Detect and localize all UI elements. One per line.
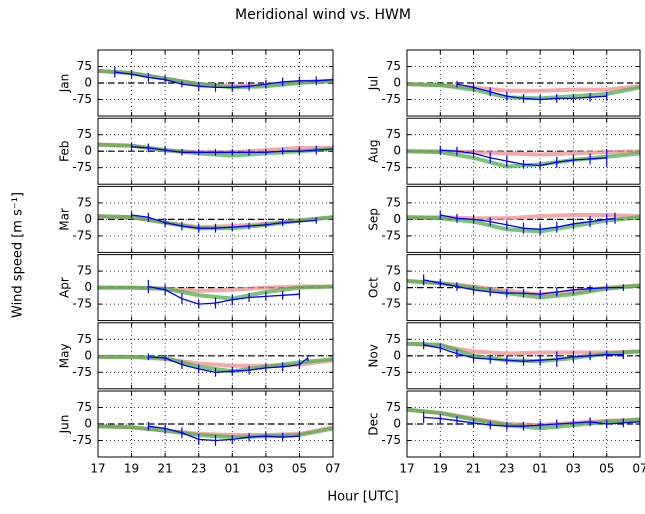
- x-tick-label: 03: [566, 462, 581, 476]
- y-tick-label: -75: [381, 160, 401, 174]
- panel-label: Sep: [367, 208, 381, 231]
- y-tick-label: 0: [84, 417, 92, 431]
- panel-label: Apr: [58, 277, 72, 298]
- y-tick-label: 0: [84, 280, 92, 294]
- y-tick-label: -75: [72, 433, 92, 447]
- y-tick-label: 75: [386, 400, 401, 414]
- x-tick-label: 07: [325, 462, 340, 476]
- y-tick-label: -75: [72, 297, 92, 311]
- y-axis-label: Wind speed [m s⁻¹]: [11, 192, 26, 318]
- y-tick-label: 0: [393, 417, 401, 431]
- y-tick-label: 75: [386, 127, 401, 141]
- y-tick-label: -75: [381, 92, 401, 106]
- y-tick-label: 0: [84, 144, 92, 158]
- y-tick-label: 0: [393, 76, 401, 90]
- y-tick-label: 0: [393, 212, 401, 226]
- panel-label: Dec: [367, 412, 381, 435]
- x-tick-label: 17: [90, 462, 105, 476]
- panel-label: Feb: [58, 141, 72, 162]
- panel-label: Jul: [367, 76, 381, 91]
- x-tick-label: 07: [632, 462, 645, 476]
- y-tick-label: 75: [77, 195, 92, 209]
- x-axis-label: Hour [UTC]: [327, 490, 398, 505]
- y-tick-label: -75: [381, 365, 401, 379]
- y-tick-label: 0: [393, 144, 401, 158]
- panel-label: May: [58, 343, 72, 368]
- x-tick-label: 23: [191, 462, 206, 476]
- y-tick-label: 75: [386, 59, 401, 73]
- y-tick-label: 75: [77, 400, 92, 414]
- y-tick-label: -75: [381, 297, 401, 311]
- x-tick-label: 03: [258, 462, 273, 476]
- y-tick-label: 75: [386, 332, 401, 346]
- y-tick-label: 75: [77, 264, 92, 278]
- panel-label: Aug: [367, 139, 381, 162]
- x-tick-label: 17: [399, 462, 414, 476]
- y-tick-label: 0: [84, 212, 92, 226]
- x-tick-label: 19: [124, 462, 139, 476]
- y-tick-label: 0: [393, 280, 401, 294]
- x-tick-label: 21: [466, 462, 481, 476]
- x-tick-label: 05: [292, 462, 307, 476]
- x-tick-label: 01: [533, 462, 548, 476]
- y-tick-label: -75: [72, 228, 92, 242]
- panel-label: Jan: [58, 74, 72, 94]
- panel-label: Oct: [367, 277, 381, 298]
- x-tick-label: 23: [499, 462, 514, 476]
- x-tick-label: 01: [225, 462, 240, 476]
- panel-label: Mar: [58, 208, 72, 231]
- y-tick-label: -75: [72, 160, 92, 174]
- x-tick-label: 19: [433, 462, 448, 476]
- y-tick-label: -75: [381, 433, 401, 447]
- y-tick-label: -75: [72, 92, 92, 106]
- y-tick-label: 75: [386, 195, 401, 209]
- y-tick-label: 75: [77, 59, 92, 73]
- y-tick-label: 0: [84, 76, 92, 90]
- y-tick-label: -75: [381, 228, 401, 242]
- panel-label: Jun: [58, 415, 72, 435]
- x-tick-label: 21: [158, 462, 173, 476]
- y-tick-label: 75: [77, 127, 92, 141]
- y-tick-label: 0: [393, 348, 401, 362]
- panel-label: Nov: [367, 344, 381, 367]
- y-tick-label: -75: [72, 365, 92, 379]
- y-tick-label: 0: [84, 348, 92, 362]
- y-tick-label: 75: [386, 264, 401, 278]
- x-tick-label: 05: [599, 462, 614, 476]
- y-tick-label: 75: [77, 332, 92, 346]
- figure-title: Meridional wind vs. HWM: [235, 7, 411, 23]
